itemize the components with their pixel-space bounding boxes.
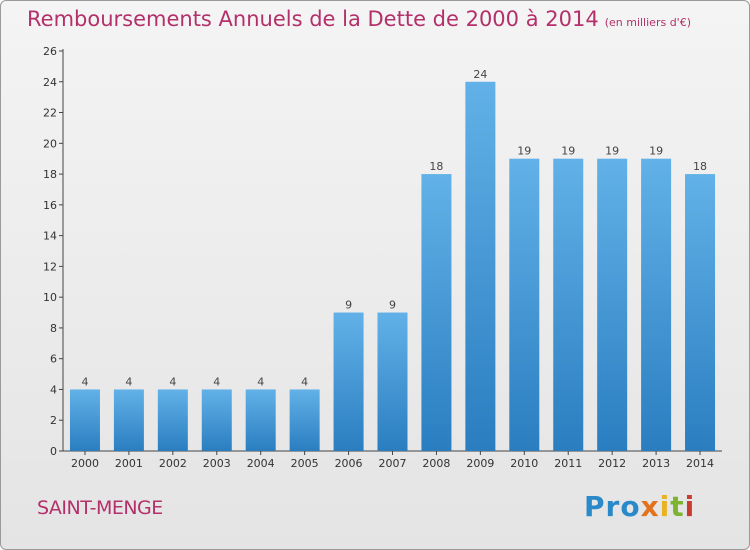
data-label: 9 [389, 299, 396, 312]
data-label: 18 [429, 160, 443, 173]
bar [333, 312, 364, 451]
y-tick-label: 20 [43, 137, 57, 150]
bar [685, 174, 716, 452]
y-tick-label: 16 [43, 199, 57, 212]
bar [509, 158, 540, 451]
x-tick-label: 2004 [247, 457, 275, 470]
logo-part-2: x [640, 490, 660, 523]
x-tick-label: 2011 [554, 457, 582, 470]
x-tick-label: 2003 [203, 457, 231, 470]
data-label: 19 [649, 145, 663, 158]
x-tick-label: 2007 [379, 457, 407, 470]
data-label: 24 [473, 68, 487, 81]
bar [289, 389, 320, 451]
logo-part-1: Pro [584, 490, 641, 523]
data-label: 4 [125, 375, 132, 388]
y-tick-label: 8 [50, 322, 57, 335]
y-tick-label: 4 [50, 383, 57, 396]
y-tick-label: 22 [43, 107, 57, 120]
bar [113, 389, 144, 451]
x-tick-label: 2014 [686, 457, 714, 470]
y-tick-label: 24 [43, 76, 57, 89]
bar [157, 389, 188, 451]
bar [641, 158, 672, 451]
y-tick-label: 26 [43, 45, 57, 58]
data-label: 19 [517, 145, 531, 158]
data-label: 19 [605, 145, 619, 158]
proxiti-logo: Proxiti [584, 490, 695, 523]
commune-name: SAINT-MENGE [37, 497, 163, 519]
y-tick-label: 10 [43, 291, 57, 304]
y-tick-label: 6 [50, 353, 57, 366]
bar [377, 312, 408, 451]
x-tick-label: 2009 [466, 457, 494, 470]
x-tick-label: 2008 [422, 457, 450, 470]
bar [201, 389, 232, 451]
bar [597, 158, 628, 451]
logo-part-5: i [684, 490, 696, 523]
data-label: 4 [301, 375, 308, 388]
title-text: Remboursements Annuels de la Dette de 20… [27, 7, 599, 31]
data-label: 4 [213, 375, 220, 388]
bar [465, 81, 496, 452]
bar [69, 389, 100, 451]
data-label: 18 [693, 160, 707, 173]
data-label: 9 [345, 299, 352, 312]
logo-part-3: i [659, 490, 671, 523]
data-label: 4 [257, 375, 264, 388]
y-tick-label: 14 [43, 230, 57, 243]
data-label: 19 [561, 145, 575, 158]
y-tick-label: 18 [43, 168, 57, 181]
y-tick-label: 12 [43, 260, 57, 273]
x-tick-label: 2005 [291, 457, 319, 470]
x-tick-label: 2013 [642, 457, 670, 470]
data-label: 4 [169, 375, 176, 388]
data-label: 4 [81, 375, 88, 388]
x-tick-label: 2001 [115, 457, 143, 470]
logo-part-4: t [670, 490, 685, 523]
x-tick-label: 2000 [71, 457, 99, 470]
bar [245, 389, 276, 451]
x-tick-label: 2002 [159, 457, 187, 470]
title-unit: (en milliers d'€) [604, 16, 691, 29]
chart-title: Remboursements Annuels de la Dette de 20… [27, 7, 691, 31]
bar [421, 174, 452, 452]
bar [553, 158, 584, 451]
y-tick-label: 0 [50, 445, 57, 458]
x-tick-label: 2010 [510, 457, 538, 470]
x-tick-label: 2012 [598, 457, 626, 470]
y-tick-label: 2 [50, 414, 57, 427]
x-tick-label: 2006 [335, 457, 363, 470]
